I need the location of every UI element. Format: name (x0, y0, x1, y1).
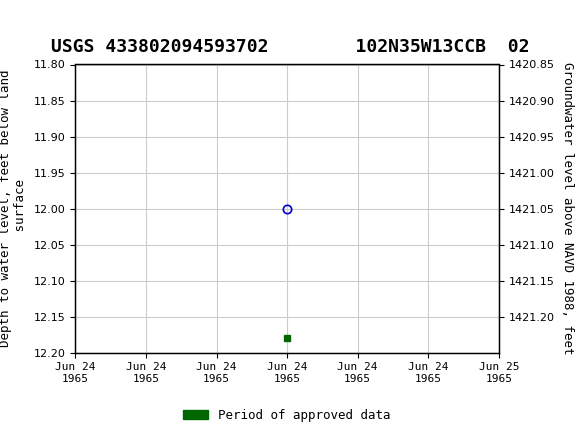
Y-axis label: Groundwater level above NAVD 1988, feet: Groundwater level above NAVD 1988, feet (561, 62, 574, 355)
Text: USGS 433802094593702        102N35W13CCB  02: USGS 433802094593702 102N35W13CCB 02 (51, 38, 529, 56)
Y-axis label: Depth to water level, feet below land
 surface: Depth to water level, feet below land su… (0, 70, 27, 347)
Legend: Period of approved data: Period of approved data (179, 404, 396, 427)
Text: ≡USGS: ≡USGS (12, 12, 78, 33)
